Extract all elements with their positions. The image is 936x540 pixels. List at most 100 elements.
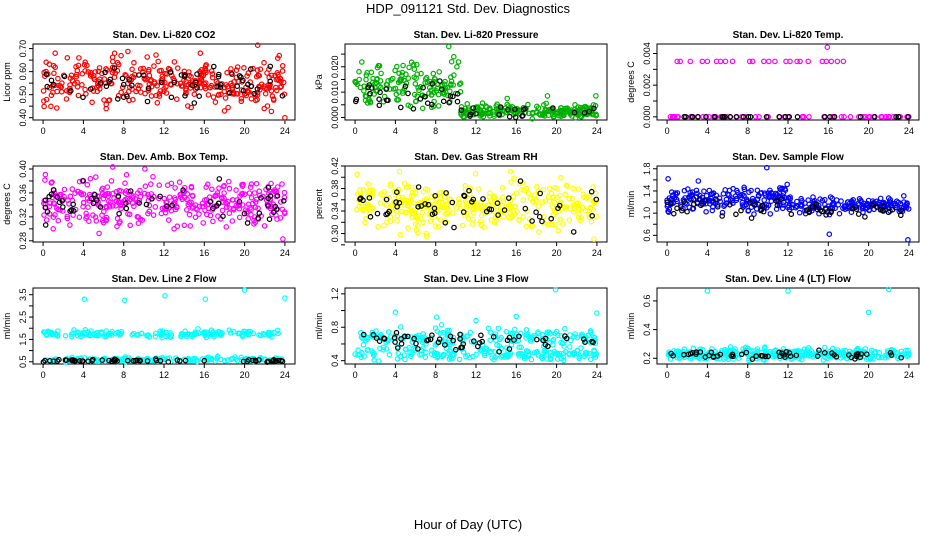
- data-point: [717, 198, 724, 205]
- data-point: [727, 114, 734, 120]
- data-point: [83, 215, 89, 222]
- data-point: [52, 330, 59, 337]
- data-point: [162, 292, 168, 299]
- data-point: [209, 74, 216, 81]
- data-point: [167, 69, 174, 75]
- data-point: [709, 190, 715, 197]
- x-tick-label: 4: [705, 370, 710, 380]
- data-point: [55, 75, 61, 82]
- data-point: [80, 178, 87, 184]
- data-point: [440, 329, 446, 336]
- data-point: [73, 71, 80, 78]
- data-point: [537, 112, 543, 118]
- data-point: [111, 74, 118, 81]
- data-point: [590, 339, 596, 346]
- y-tick-label: 0.2: [642, 352, 652, 365]
- data-point: [169, 202, 176, 209]
- data-point: [141, 190, 148, 197]
- data-point: [444, 327, 451, 334]
- data-point: [248, 211, 254, 218]
- data-point: [782, 354, 788, 361]
- data-point: [86, 218, 92, 225]
- data-point: [67, 222, 73, 228]
- data-point: [43, 71, 50, 78]
- data-point: [397, 104, 404, 111]
- data-point: [582, 350, 589, 356]
- data-point: [244, 220, 251, 226]
- data-point: [423, 349, 429, 356]
- x-tick-label: 16: [511, 126, 521, 136]
- data-point: [805, 58, 812, 65]
- y-axis-label: degrees C: [626, 61, 636, 103]
- data-point: [836, 210, 843, 217]
- data-point: [216, 185, 222, 191]
- data-point: [371, 350, 377, 357]
- data-point: [121, 297, 128, 304]
- data-point: [377, 89, 383, 96]
- data-point: [383, 86, 390, 92]
- data-point: [280, 198, 287, 204]
- data-point: [827, 194, 834, 200]
- data-point: [432, 325, 439, 331]
- data-point: [855, 211, 862, 217]
- data-point: [191, 100, 198, 106]
- data-point: [708, 349, 715, 356]
- data-point: [399, 208, 405, 215]
- data-point: [215, 213, 221, 219]
- x-tick-label: 20: [240, 248, 250, 258]
- data-point: [268, 180, 274, 187]
- data-point: [462, 182, 469, 189]
- x-axis-title: Hour of Day (UTC): [413, 517, 523, 532]
- data-point: [255, 205, 261, 212]
- data-point: [520, 197, 527, 203]
- data-point: [481, 110, 487, 117]
- data-point: [809, 204, 816, 210]
- data-point: [545, 343, 551, 350]
- y-tick-label: 1.4: [642, 185, 652, 198]
- data-point: [396, 70, 402, 77]
- data-point: [488, 206, 495, 213]
- data-point: [186, 69, 192, 75]
- data-point: [794, 58, 800, 65]
- data-point: [237, 193, 243, 199]
- y-tick-label: 0.8: [330, 321, 340, 334]
- data-point: [533, 183, 540, 190]
- x-tick-label: 20: [240, 126, 250, 136]
- data-point: [494, 203, 500, 209]
- data-point: [770, 348, 777, 355]
- panel-7: Stan. Dev. Line 2 Flow 0 4 8 12 16 20 24 0.5 1.5 2…: [2, 274, 296, 380]
- data-point: [118, 205, 124, 212]
- x-tick-label: 20: [864, 248, 874, 258]
- data-point: [589, 213, 596, 219]
- data-point: [76, 178, 83, 185]
- data-point: [746, 58, 753, 65]
- data-point: [594, 310, 600, 316]
- data-point: [455, 196, 462, 202]
- data-point: [723, 347, 730, 354]
- data-point: [847, 114, 854, 120]
- data-point: [798, 356, 805, 363]
- data-point: [853, 206, 860, 213]
- data-point: [523, 348, 530, 354]
- data-point: [357, 84, 364, 91]
- data-point: [457, 331, 463, 338]
- data-point: [82, 68, 88, 74]
- data-point: [54, 194, 61, 200]
- data-point: [279, 68, 286, 74]
- data-point: [457, 80, 464, 87]
- data-point: [43, 332, 50, 338]
- data-point: [240, 87, 247, 94]
- data-point: [512, 114, 519, 121]
- data-point: [150, 174, 156, 180]
- data-point: [356, 351, 363, 358]
- data-point: [114, 59, 121, 66]
- data-point: [778, 196, 784, 202]
- data-point: [402, 209, 408, 216]
- data-point: [248, 195, 255, 201]
- data-point: [409, 189, 416, 196]
- data-point: [163, 84, 169, 90]
- panel-3: Stan. Dev. Li-820 Temp. 0 4 8 12 16 20 24 0.000 0…: [626, 30, 920, 136]
- data-point: [400, 62, 406, 69]
- y-tick-label: 0.34: [330, 202, 340, 220]
- data-point: [487, 349, 493, 356]
